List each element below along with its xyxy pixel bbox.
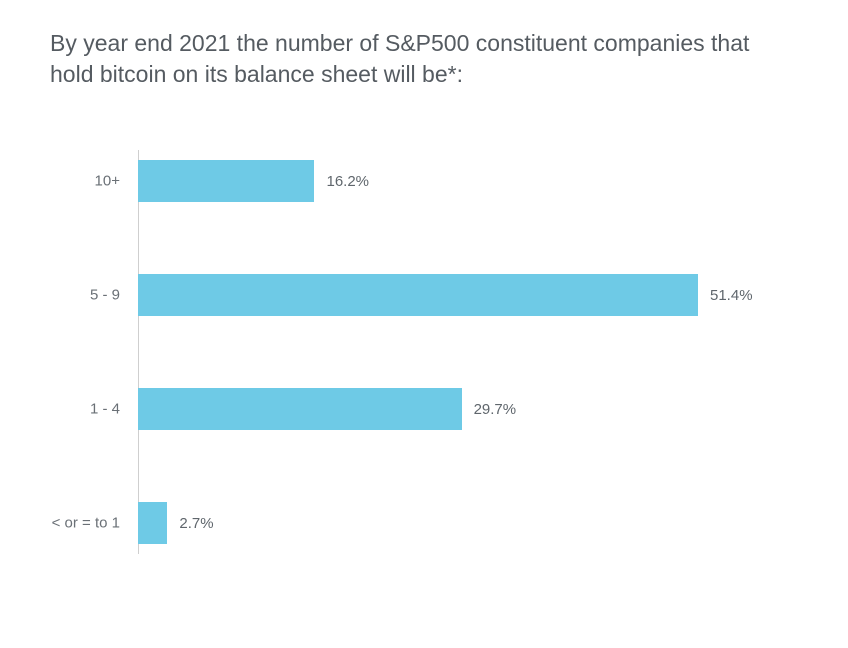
category-label: < or = to 1 (50, 515, 130, 532)
bar (138, 502, 167, 544)
bar-row: 10+ 16.2% (138, 160, 798, 202)
value-label: 16.2% (326, 173, 369, 190)
category-label: 5 - 9 (50, 287, 130, 304)
value-label: 2.7% (179, 515, 213, 532)
chart-title: By year end 2021 the number of S&P500 co… (50, 28, 770, 90)
bar-row: 1 - 4 29.7% (138, 388, 798, 430)
bar (138, 160, 314, 202)
category-label: 10+ (50, 173, 130, 190)
value-label: 29.7% (474, 401, 517, 418)
category-label: 1 - 4 (50, 401, 130, 418)
bar (138, 274, 698, 316)
value-label: 51.4% (710, 287, 753, 304)
y-axis-line (138, 150, 139, 554)
chart-plot-area: 10+ 16.2% 5 - 9 51.4% 1 - 4 29.7% < or =… (50, 150, 798, 544)
bar-row: 5 - 9 51.4% (138, 274, 798, 316)
bar-row: < or = to 1 2.7% (138, 502, 798, 544)
bar (138, 388, 462, 430)
